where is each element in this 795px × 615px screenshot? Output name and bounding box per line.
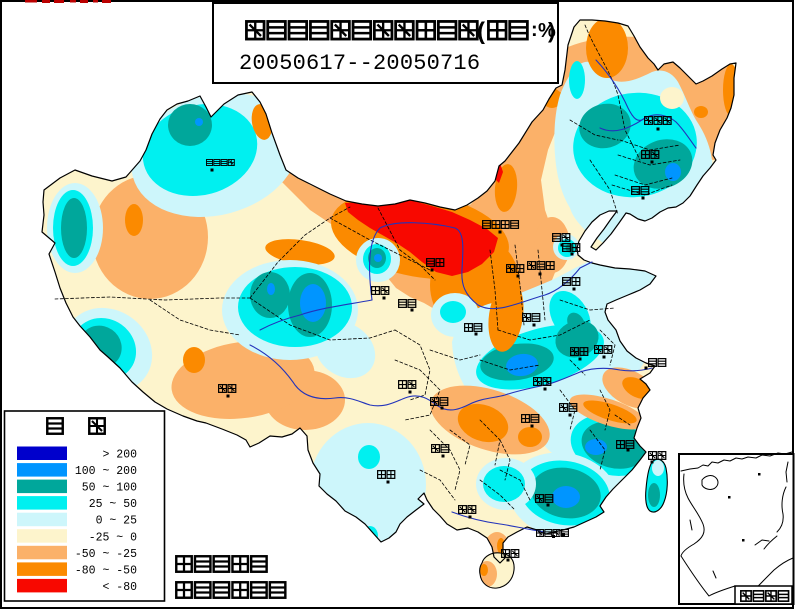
svg-text:-25 ~ 0: -25 ~ 0 — [89, 531, 137, 544]
svg-text:> 200: > 200 — [102, 449, 137, 462]
svg-text:0 ~ 25: 0 ~ 25 — [96, 515, 138, 528]
svg-text:25 ~ 50: 25 ~ 50 — [89, 498, 137, 511]
svg-text:100 ~ 200: 100 ~ 200 — [75, 465, 137, 478]
svg-text:< -80: < -80 — [102, 581, 137, 594]
svg-text:20050617--20050716: 20050617--20050716 — [239, 51, 480, 76]
svg-text:-80 ~ -50: -80 ~ -50 — [75, 564, 137, 577]
svg-text:50 ~ 100: 50 ~ 100 — [82, 482, 137, 495]
svg-text:(: ( — [477, 18, 485, 45]
svg-text::: : — [531, 19, 538, 41]
svg-text:%: % — [538, 20, 556, 42]
svg-text:): ) — [548, 18, 555, 43]
svg-text:-50 ~ -25: -50 ~ -25 — [75, 548, 137, 561]
